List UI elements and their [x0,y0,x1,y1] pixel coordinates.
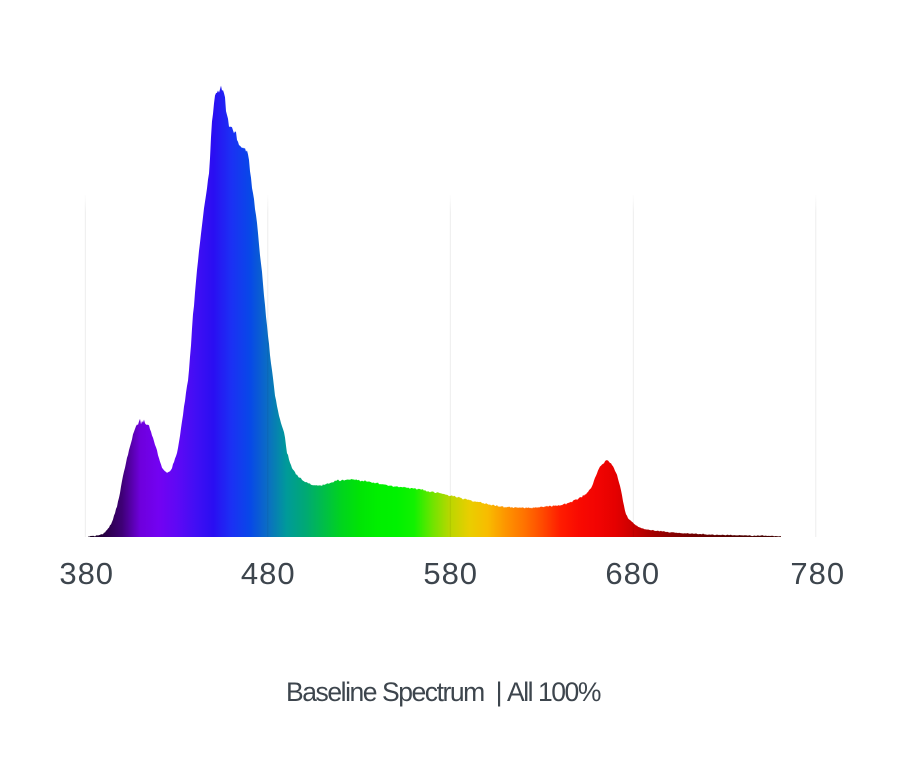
svg-text:580: 580 [423,556,478,591]
svg-text:480: 480 [241,556,296,591]
svg-text:680: 680 [605,556,660,591]
svg-text:380: 380 [59,556,114,591]
svg-text:780: 780 [790,556,845,591]
svg-text:Baseline Spectrum | All 100%: Baseline Spectrum | All 100% [286,677,601,707]
